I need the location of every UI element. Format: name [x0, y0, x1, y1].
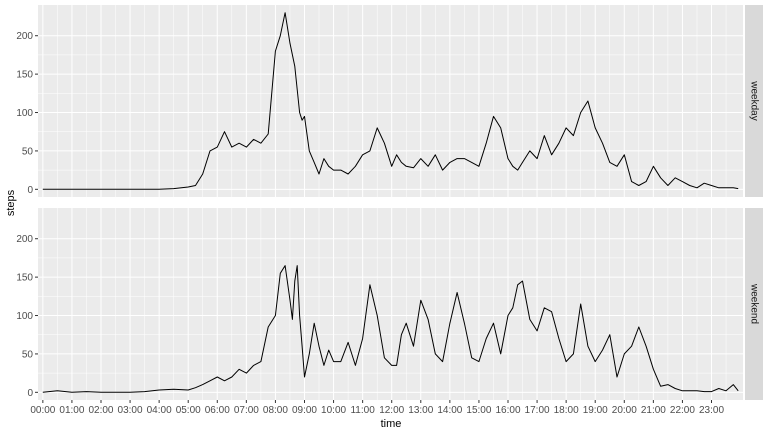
x-tick-label: 05:00 — [176, 405, 201, 416]
facet-strip — [745, 208, 763, 400]
panel-background — [38, 5, 743, 197]
x-tick-label: 02:00 — [88, 405, 113, 416]
series-line-weekday — [42, 12, 739, 190]
x-tick-label: 04:00 — [147, 405, 172, 416]
x-tick-label: 16:00 — [495, 405, 520, 416]
y-tick-label: 0 — [27, 388, 33, 399]
x-tick-label: 14:00 — [437, 405, 462, 416]
y-axis-title: steps — [5, 189, 17, 216]
x-tick-label: 07:00 — [234, 405, 259, 416]
y-tick-label: 100 — [16, 311, 33, 322]
facet-strip-label: weekday — [749, 80, 760, 120]
x-tick-label: 11:00 — [350, 405, 375, 416]
x-tick-label: 06:00 — [205, 405, 230, 416]
x-tick-label: 23:00 — [699, 405, 724, 416]
x-tick-label: 15:00 — [466, 405, 491, 416]
y-tick-label: 0 — [27, 185, 33, 196]
x-axis: 00:00 01:00 02:00 03:00 04:00 05:00 06:00 07:00… — [30, 400, 724, 416]
x-tick-label: 08:00 — [263, 405, 288, 416]
x-tick-label: 09:00 — [292, 405, 317, 416]
x-tick-label: 01:00 — [59, 405, 84, 416]
series-line-weekend — [42, 265, 739, 393]
y-tick-label: 150 — [16, 70, 33, 81]
x-tick-label: 00:00 — [30, 405, 55, 416]
x-tick-label: 21:00 — [641, 405, 666, 416]
y-tick-label: 200 — [16, 31, 33, 42]
x-tick-label: 03:00 — [118, 405, 143, 416]
x-tick-label: 10:00 — [321, 405, 346, 416]
panel-background — [38, 208, 743, 400]
facet-strip — [745, 5, 763, 197]
y-tick-label: 100 — [16, 108, 33, 119]
facet-panel-weekend: 0 50 100 150 200 weekend — [16, 208, 763, 400]
facet-panel-weekday: 0 50 100 150 200 weekday — [16, 5, 763, 197]
facet-strip-label: weekend — [749, 283, 760, 324]
x-tick-label: 18:00 — [554, 405, 579, 416]
facet-panels: 0 50 100 150 200 weekday 0 50 100 150 200 weekend — [16, 5, 763, 400]
y-tick-label: 150 — [16, 273, 33, 284]
y-tick-label: 50 — [22, 349, 34, 360]
x-tick-label: 12:00 — [379, 405, 404, 416]
x-tick-label: 19:00 — [583, 405, 608, 416]
x-tick-label: 17:00 — [525, 405, 550, 416]
x-tick-label: 20:00 — [612, 405, 637, 416]
y-tick-label: 200 — [16, 234, 33, 245]
x-tick-label: 13:00 — [408, 405, 433, 416]
y-tick-label: 50 — [22, 146, 34, 157]
x-tick-label: 22:00 — [670, 405, 695, 416]
x-axis-title: time — [381, 418, 402, 430]
